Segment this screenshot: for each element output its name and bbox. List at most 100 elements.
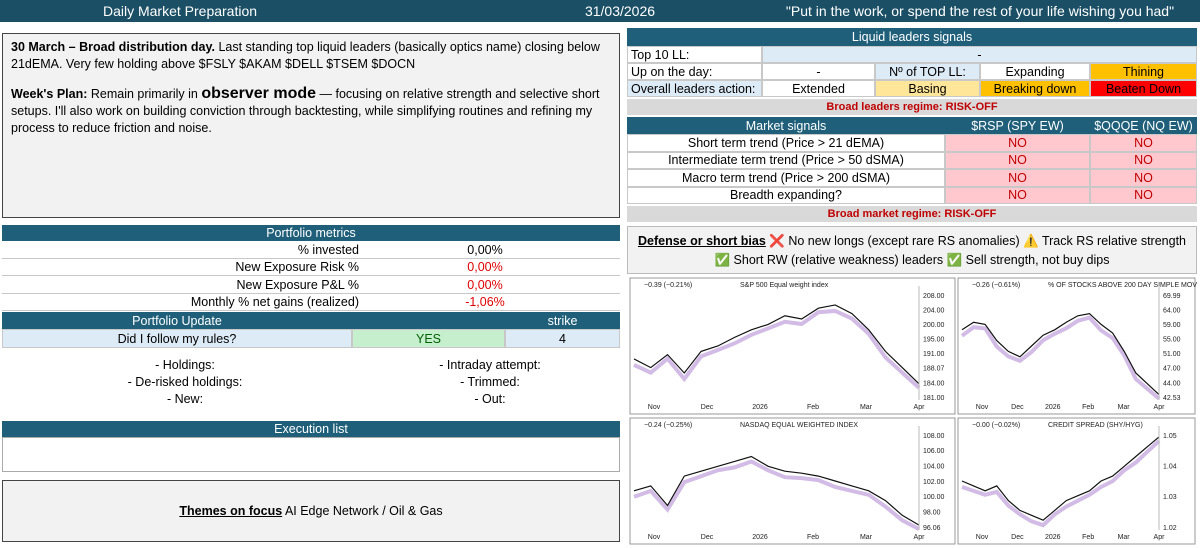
signal-value: NO <box>1090 134 1197 152</box>
row-label: Up on the day: <box>627 63 762 80</box>
notes: 30 March – Broad distribution day. Last … <box>2 33 620 218</box>
metric-label: Monthly % net gains (realized) <box>190 295 359 309</box>
section-bar <box>627 117 1197 134</box>
quote: "Put in the work, or spend the rest of y… <box>785 3 1175 19</box>
metric-label: New Exposure P&L % <box>236 277 359 292</box>
page-title: Daily Market Preparation <box>102 3 258 19</box>
option: Basing <box>875 80 980 97</box>
signal-label: Macro term trend (Price > 200 dSMA) <box>627 169 945 187</box>
y-tick-label: 69.99 <box>1163 293 1181 300</box>
chart-title: CREDIT SPREAD (SHY/HYG) <box>1048 422 1143 429</box>
x-tick-label: Apr <box>914 534 926 541</box>
section-header: Execution list <box>2 421 620 437</box>
chart-title: S&P 500 Equal weight index <box>740 282 829 289</box>
y-tick-label: 1.04 <box>1163 464 1177 471</box>
y-tick-label: 64.00 <box>1163 307 1181 314</box>
signal-label: Breadth expanding? <box>627 186 945 204</box>
signal-label: Intermediate term trend (Price > 50 dSMA… <box>627 151 945 169</box>
chart-panel <box>629 417 956 545</box>
moving-average <box>633 308 921 390</box>
y-tick-label: 108.00 <box>923 433 945 440</box>
y-tick-label: 98.00 <box>923 510 941 517</box>
metric-value: -1,06% <box>465 295 505 309</box>
x-tick-label: Mar <box>1118 534 1131 541</box>
row-value: - <box>762 63 875 80</box>
holding-label: - Trimmed: <box>460 375 520 389</box>
x-tick-label: Dec <box>1011 404 1024 411</box>
y-tick-label: 195.00 <box>923 337 945 344</box>
x-tick-label: Feb <box>807 534 819 541</box>
signal-value: NO <box>945 169 1090 187</box>
x-tick-label: Nov <box>648 534 661 541</box>
note-emphasis: observer mode <box>201 85 317 102</box>
y-tick-label: 184.00 <box>923 380 945 387</box>
y-tick-label: 42.53 <box>1163 395 1181 402</box>
option: Thining <box>1090 63 1197 80</box>
note-bold: 30 March – Broad distribution day. <box>11 40 215 54</box>
signal-value: NO <box>1090 186 1197 204</box>
row-label: Top 10 LL: <box>627 46 762 63</box>
option: Expanding <box>980 63 1090 80</box>
x-tick-label: Mar <box>860 404 873 411</box>
y-tick-label: 102.00 <box>923 479 945 486</box>
y-tick-label: 181.00 <box>923 395 945 402</box>
x-tick-label: 2026 <box>1045 404 1061 411</box>
themes-label: Themes on focus <box>179 504 283 518</box>
section-header: Portfolio metrics <box>2 225 620 241</box>
date: 31/03/2026 <box>584 3 656 19</box>
chart-panel <box>629 277 956 415</box>
row-value: - <box>762 46 1197 63</box>
row-label: Nº of TOP LL: <box>875 63 980 80</box>
metric-value: 0,00% <box>467 242 503 257</box>
x-tick-label: 2026 <box>1045 534 1061 541</box>
price-line <box>961 312 1160 396</box>
moving-average <box>960 315 1161 401</box>
y-tick-label: 1.03 <box>1163 494 1177 501</box>
price-line <box>633 455 920 526</box>
chart-change: −0.00 (−0.02%) <box>972 422 1020 429</box>
note-2: Week's Plan: Remain primarily in observe… <box>11 85 611 137</box>
metric-label: New Exposure Risk % <box>235 260 359 274</box>
option: Beaten Down <box>1090 80 1197 97</box>
chart-panel <box>957 417 1196 545</box>
x-tick-label: Apr <box>1154 404 1166 411</box>
holding-label: - De-risked holdings: <box>127 375 243 389</box>
top-bar <box>0 0 1200 22</box>
holding-label: - Out: <box>474 392 506 406</box>
note-text: Last standing top liquid leaders (basica… <box>11 40 600 71</box>
x-tick-label: Feb <box>1082 404 1094 411</box>
holding-label: - New: <box>166 392 204 406</box>
y-tick-label: 204.00 <box>923 307 945 314</box>
moving-average <box>633 459 920 531</box>
y-tick-label: 188.07 <box>923 366 945 373</box>
metric-row <box>2 259 620 276</box>
y-tick-label: 200.00 <box>923 322 945 329</box>
defense: Defense or short bias ❌ No new longs (ex… <box>627 226 1197 274</box>
metric-label: % invested <box>297 242 359 257</box>
y-tick-label: 59.00 <box>1163 322 1181 329</box>
x-tick-label: Nov <box>976 534 989 541</box>
defense-line: ✅ Short RW (relative weakness) leaders ✅… <box>714 253 1110 267</box>
price-line <box>633 304 920 385</box>
note-text: — focusing on relative strength and sele… <box>11 87 600 135</box>
themes: Themes on focus AI Edge Network / Oil & … <box>2 480 620 542</box>
chart-change: −0.24 (−0.25%) <box>644 422 692 429</box>
section-header: Portfolio Update <box>132 313 222 328</box>
question: Did I follow my rules? <box>2 329 352 348</box>
x-tick-label: Apr <box>1154 534 1166 541</box>
x-tick-label: Feb <box>1082 534 1094 541</box>
moving-average <box>961 439 1161 528</box>
chart-change: −0.39 (−0.21%) <box>644 282 692 289</box>
y-tick-label: 96.06 <box>923 525 941 532</box>
signal-label: Short term trend (Price > 21 dEMA) <box>627 134 945 152</box>
signal-value: NO <box>945 134 1090 152</box>
y-tick-label: 106.00 <box>923 448 945 455</box>
defense-text: ❌ No new longs (except rare RS anomalies… <box>765 234 1186 248</box>
y-tick-label: 1.05 <box>1163 433 1177 440</box>
defense-label: Defense or short bias <box>637 234 766 248</box>
chart-change: −0.26 (−0.61%) <box>972 282 1020 289</box>
metric-row <box>2 294 620 311</box>
note-1: 30 March – Broad distribution day. Last … <box>11 39 611 73</box>
regime: Broad market regime: RISK-OFF <box>627 206 1197 222</box>
chart-title: % OF STOCKS ABOVE 200 DAY SIMPLE MOVING … <box>1048 282 1197 289</box>
